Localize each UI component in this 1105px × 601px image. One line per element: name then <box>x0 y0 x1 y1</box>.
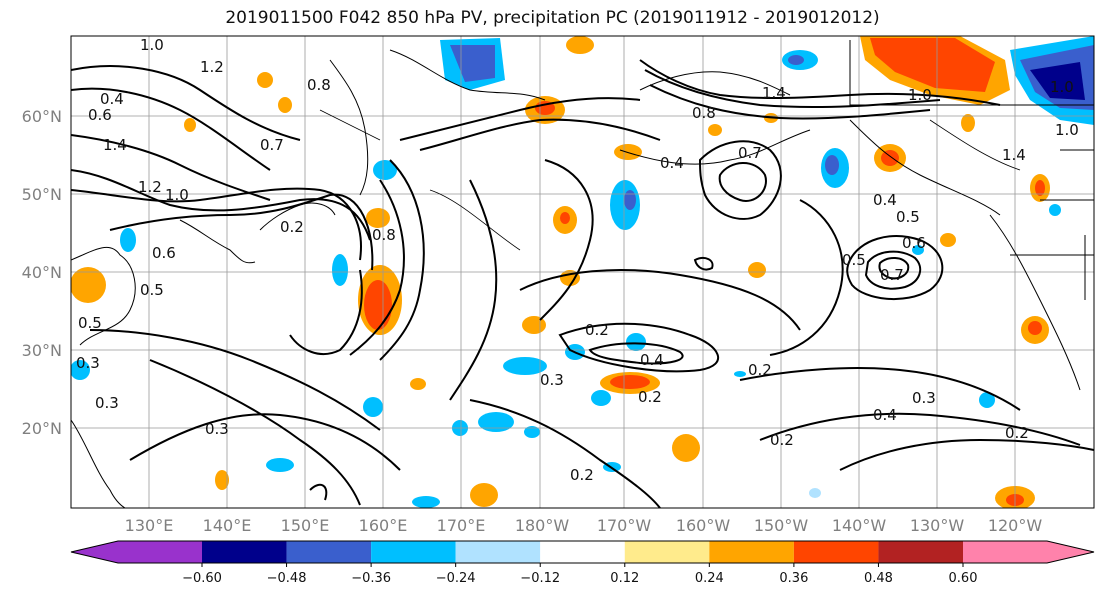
lon-label: 120°W <box>988 516 1043 535</box>
pv-contours-thin <box>319 109 1021 251</box>
contour-label: 1.0 <box>1050 78 1074 96</box>
coastlines <box>71 40 1094 508</box>
contour-label: 0.6 <box>902 234 926 252</box>
contour-label: 0.7 <box>738 144 762 162</box>
colorbar-segment <box>963 541 1094 563</box>
contour-label: 0.3 <box>540 371 564 389</box>
colorbar-tick-label: −0.24 <box>436 571 476 586</box>
lat-label-50n: 50°N <box>22 185 62 204</box>
contour-label: 0.3 <box>205 420 229 438</box>
contour-label: 0.4 <box>873 406 897 424</box>
lon-label: 150°W <box>754 516 809 535</box>
map-frame <box>70 35 1095 509</box>
colorbar-tick-label: −0.36 <box>351 571 391 586</box>
colorbar-segment <box>878 541 963 563</box>
pv-contours <box>71 59 1094 508</box>
contour-label: 0.8 <box>372 226 396 244</box>
lon-label: 140°W <box>832 516 887 535</box>
contour-label: 0.8 <box>692 104 716 122</box>
lon-label: 170°E <box>437 516 486 535</box>
contour-label: 0.6 <box>88 106 112 124</box>
contour-label: 0.4 <box>873 191 897 209</box>
contour-label: 0.5 <box>842 251 866 269</box>
colorbar-tick-label: −0.60 <box>182 571 222 586</box>
colorbar-tick-label: 0.36 <box>779 571 808 586</box>
contour-label: 0.2 <box>770 431 794 449</box>
contour-label: 1.0 <box>1055 121 1079 139</box>
precipitation-shading <box>71 36 1094 508</box>
contour-label: 0.8 <box>307 76 331 94</box>
contour-label: 1.0 <box>908 86 932 104</box>
colorbar-tick-label: −0.12 <box>520 571 560 586</box>
colorbar-tick-label: 0.24 <box>695 571 724 586</box>
colorbar-outline <box>70 540 1095 564</box>
contour-label: 0.3 <box>76 354 100 372</box>
contour-label: 0.7 <box>260 136 284 154</box>
colorbar-segment <box>793 541 879 563</box>
colorbar-tick-label: 0.60 <box>949 571 978 586</box>
contour-labels: 1.0 1.2 0.4 0.6 1.4 1.2 1.0 0.8 0.7 0.2 … <box>76 36 1079 484</box>
contour-label: 0.2 <box>570 466 594 484</box>
contour-label: 0.3 <box>95 394 119 412</box>
contour-label: 0.2 <box>585 321 609 339</box>
lon-label: 170°W <box>597 516 652 535</box>
contour-label: 1.4 <box>103 136 127 154</box>
contour-label: 0.2 <box>638 388 662 406</box>
contour-label: 0.4 <box>640 351 664 369</box>
contour-label: 0.6 <box>152 244 176 262</box>
longitude-labels: 130°E 140°E 150°E 160°E 170°E 180°W 170°… <box>125 516 1043 535</box>
lon-label: 180°W <box>515 516 570 535</box>
contour-label: 0.2 <box>748 361 772 379</box>
lat-label-20n: 20°N <box>22 419 62 438</box>
contour-label: 1.4 <box>1002 146 1026 164</box>
colorbar-segment <box>540 541 625 563</box>
contour-label: 0.4 <box>660 154 684 172</box>
colorbar-tick-label: −0.48 <box>267 571 307 586</box>
contour-label: 1.0 <box>140 36 164 54</box>
contour-label: 1.0 <box>165 186 189 204</box>
contour-label: 0.5 <box>78 314 102 332</box>
map-title: 2019011500 F042 850 hPa PV, precipitatio… <box>225 8 880 28</box>
colorbar-tick-label: 0.48 <box>864 571 893 586</box>
colorbar-segment <box>202 541 287 563</box>
colorbar: −0.60 −0.48 −0.36 −0.24 −0.12 0.12 0.24 0.36 0.4… <box>70 540 1095 586</box>
lat-label-30n: 30°N <box>22 341 62 360</box>
colorbar-segment <box>286 541 372 563</box>
contour-label: 0.7 <box>880 266 904 284</box>
colorbar-segment <box>624 541 710 563</box>
contour-label: 0.2 <box>1005 424 1029 442</box>
contour-label: 0.5 <box>896 208 920 226</box>
colorbar-segment <box>709 541 794 563</box>
lon-label: 130°E <box>125 516 174 535</box>
contour-label: 1.2 <box>200 58 224 76</box>
contour-label: 1.4 <box>762 84 786 102</box>
latitude-labels: 60°N 50°N 40°N 30°N 20°N <box>22 107 62 438</box>
lon-label: 130°W <box>910 516 965 535</box>
colorbar-segment <box>71 541 202 563</box>
lon-label: 150°E <box>281 516 330 535</box>
contour-label: 1.2 <box>138 178 162 196</box>
lon-label: 160°W <box>676 516 731 535</box>
contour-label: 0.5 <box>140 281 164 299</box>
colorbar-segment <box>455 541 541 563</box>
contour-label: 0.4 <box>100 90 124 108</box>
colorbar-segment <box>371 541 456 563</box>
contour-label: 0.3 <box>912 389 936 407</box>
lon-label: 160°E <box>359 516 408 535</box>
contour-label: 0.2 <box>280 218 304 236</box>
lat-label-40n: 40°N <box>22 263 62 282</box>
colorbar-tick-label: 0.12 <box>610 571 639 586</box>
lat-label-60n: 60°N <box>22 107 62 126</box>
lon-label: 140°E <box>203 516 252 535</box>
